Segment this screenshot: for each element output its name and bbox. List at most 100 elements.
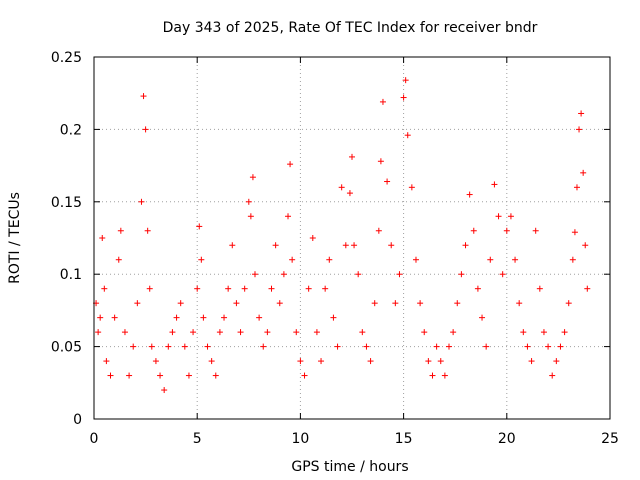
x-tick-label: 15	[395, 431, 413, 447]
data-point	[388, 242, 395, 249]
data-point	[573, 184, 580, 191]
data-point	[130, 343, 137, 350]
data-point	[97, 314, 104, 321]
y-tick-label: 0	[73, 412, 82, 428]
data-point	[503, 227, 510, 234]
data-point	[528, 358, 535, 365]
data-point	[379, 98, 386, 105]
data-point	[260, 343, 267, 350]
data-point	[101, 285, 108, 292]
data-point	[557, 343, 564, 350]
data-point	[549, 372, 556, 379]
data-point	[115, 256, 122, 263]
data-point	[346, 190, 353, 197]
data-point	[507, 213, 514, 220]
data-point	[487, 256, 494, 263]
data-point	[458, 271, 465, 278]
data-point	[221, 314, 228, 321]
x-tick-label: 10	[291, 431, 309, 447]
data-point	[408, 184, 415, 191]
y-tick-label: 0.15	[51, 195, 82, 211]
data-point	[532, 227, 539, 234]
data-point	[491, 181, 498, 188]
data-point	[99, 235, 106, 241]
data-point	[305, 285, 312, 292]
data-point	[553, 358, 560, 365]
data-point	[392, 300, 399, 307]
data-point	[285, 213, 292, 220]
data-point	[359, 329, 366, 336]
data-point	[363, 343, 370, 350]
data-point	[545, 343, 552, 350]
data-point	[580, 169, 587, 176]
data-point	[520, 329, 527, 336]
data-point	[138, 198, 145, 205]
data-point	[140, 93, 147, 100]
data-point	[204, 343, 211, 350]
y-axis-ticks: 0 0.05 0.1 0.15 0.2 0.25	[51, 50, 610, 428]
data-point	[450, 329, 457, 336]
data-point	[142, 126, 149, 133]
data-point	[293, 329, 300, 336]
data-point	[371, 300, 378, 307]
y-tick-label: 0.25	[51, 50, 82, 66]
data-point	[338, 184, 345, 191]
data-point	[247, 213, 254, 220]
data-point	[301, 372, 308, 379]
data-point	[256, 314, 263, 321]
data-point	[196, 223, 203, 230]
data-point	[134, 300, 141, 307]
data-point	[225, 285, 232, 292]
x-axis-ticks: 0 5 10 15 20 25	[90, 57, 619, 447]
data-point	[342, 242, 349, 249]
data-point	[229, 242, 236, 249]
data-point	[470, 227, 477, 234]
grid-lines	[94, 57, 610, 419]
data-point	[536, 285, 543, 292]
data-point	[280, 271, 287, 278]
data-point	[297, 358, 304, 365]
data-point	[121, 329, 128, 336]
y-tick-label: 0.1	[60, 267, 82, 283]
data-point	[349, 153, 355, 160]
data-point	[516, 300, 523, 307]
data-point	[446, 343, 453, 350]
data-point	[181, 343, 188, 350]
data-point	[330, 314, 337, 321]
data-point	[318, 358, 325, 365]
data-point	[334, 343, 341, 350]
data-point	[584, 285, 591, 292]
data-point	[576, 126, 583, 133]
data-point	[264, 329, 271, 336]
data-point	[268, 285, 275, 292]
data-point	[126, 372, 133, 379]
data-point	[233, 300, 240, 307]
chart-title: Day 343 of 2025, Rate Of TEC Index for r…	[163, 20, 538, 36]
data-point	[417, 300, 424, 307]
data-point	[208, 358, 215, 365]
data-point	[429, 372, 436, 379]
data-point	[237, 329, 244, 336]
data-point	[251, 271, 258, 278]
data-point	[384, 178, 391, 185]
data-point	[161, 387, 168, 394]
data-point	[474, 285, 481, 292]
data-point	[466, 191, 473, 198]
data-point	[351, 242, 358, 249]
data-point	[276, 300, 283, 307]
data-point	[326, 256, 333, 263]
data-point	[249, 174, 256, 181]
data-point	[569, 256, 576, 263]
data-point	[272, 242, 279, 249]
data-point	[578, 110, 585, 117]
y-tick-label: 0.2	[60, 122, 82, 138]
data-point	[190, 329, 197, 336]
y-axis-label: ROTI / TECUs	[7, 192, 23, 284]
data-point	[107, 372, 114, 379]
data-point	[177, 300, 184, 307]
data-point	[309, 235, 316, 241]
data-point	[571, 229, 578, 236]
data-point	[241, 285, 248, 292]
x-tick-label: 0	[90, 431, 99, 447]
x-tick-label: 25	[601, 431, 619, 447]
